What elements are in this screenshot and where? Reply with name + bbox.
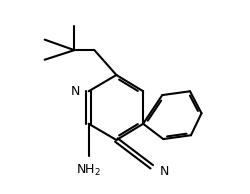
Text: N: N — [160, 165, 169, 178]
Text: N: N — [71, 85, 80, 98]
Text: NH$_2$: NH$_2$ — [76, 163, 101, 178]
